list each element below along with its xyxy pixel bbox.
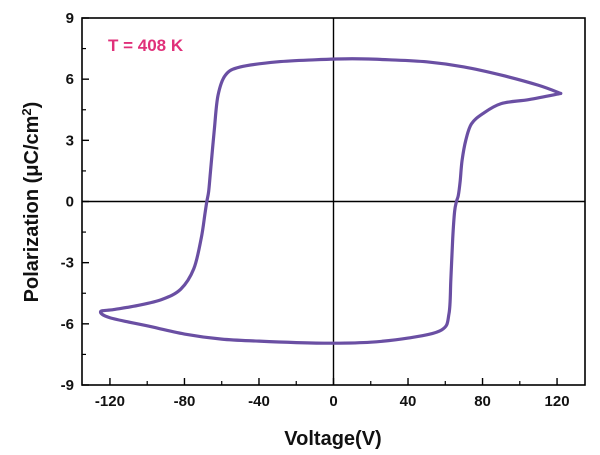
x-tick-label: 0 [329,393,337,410]
y-axis-title: Polarization (μC/cm2) [19,102,44,303]
y-axis-title-close: ) [21,102,43,109]
y-tick-label: 6 [66,71,74,88]
x-tick-label: 40 [400,393,417,410]
x-tick-label: 120 [545,393,570,410]
y-tick-label: 9 [66,10,74,27]
axis-tick-labels: -120 -80 -40 0 40 80 120 -9 -6 -3 0 3 6 9 [61,10,570,410]
x-axis-title: Voltage(V) [284,428,381,450]
x-tick-label: -120 [95,393,125,410]
hysteresis-loop-series [98,57,563,345]
x-tick-label: 80 [474,393,491,410]
x-tick-label: -40 [248,393,270,410]
y-axis-title-mu: μ [21,164,43,176]
y-tick-label: -6 [61,316,74,333]
y-tick-label: 3 [66,132,74,149]
y-tick-label: -9 [61,377,74,394]
temperature-annotation: T = 408 K [108,36,184,55]
y-axis-title-sup: 2 [19,108,34,115]
y-axis-title-main: Polarization ( [21,176,43,302]
axis-ticks [82,17,558,386]
y-tick-label: 0 [66,194,74,211]
y-axis-title-unit: C/cm [21,116,43,165]
y-tick-label: -3 [61,255,74,272]
x-tick-label: -80 [174,393,196,410]
